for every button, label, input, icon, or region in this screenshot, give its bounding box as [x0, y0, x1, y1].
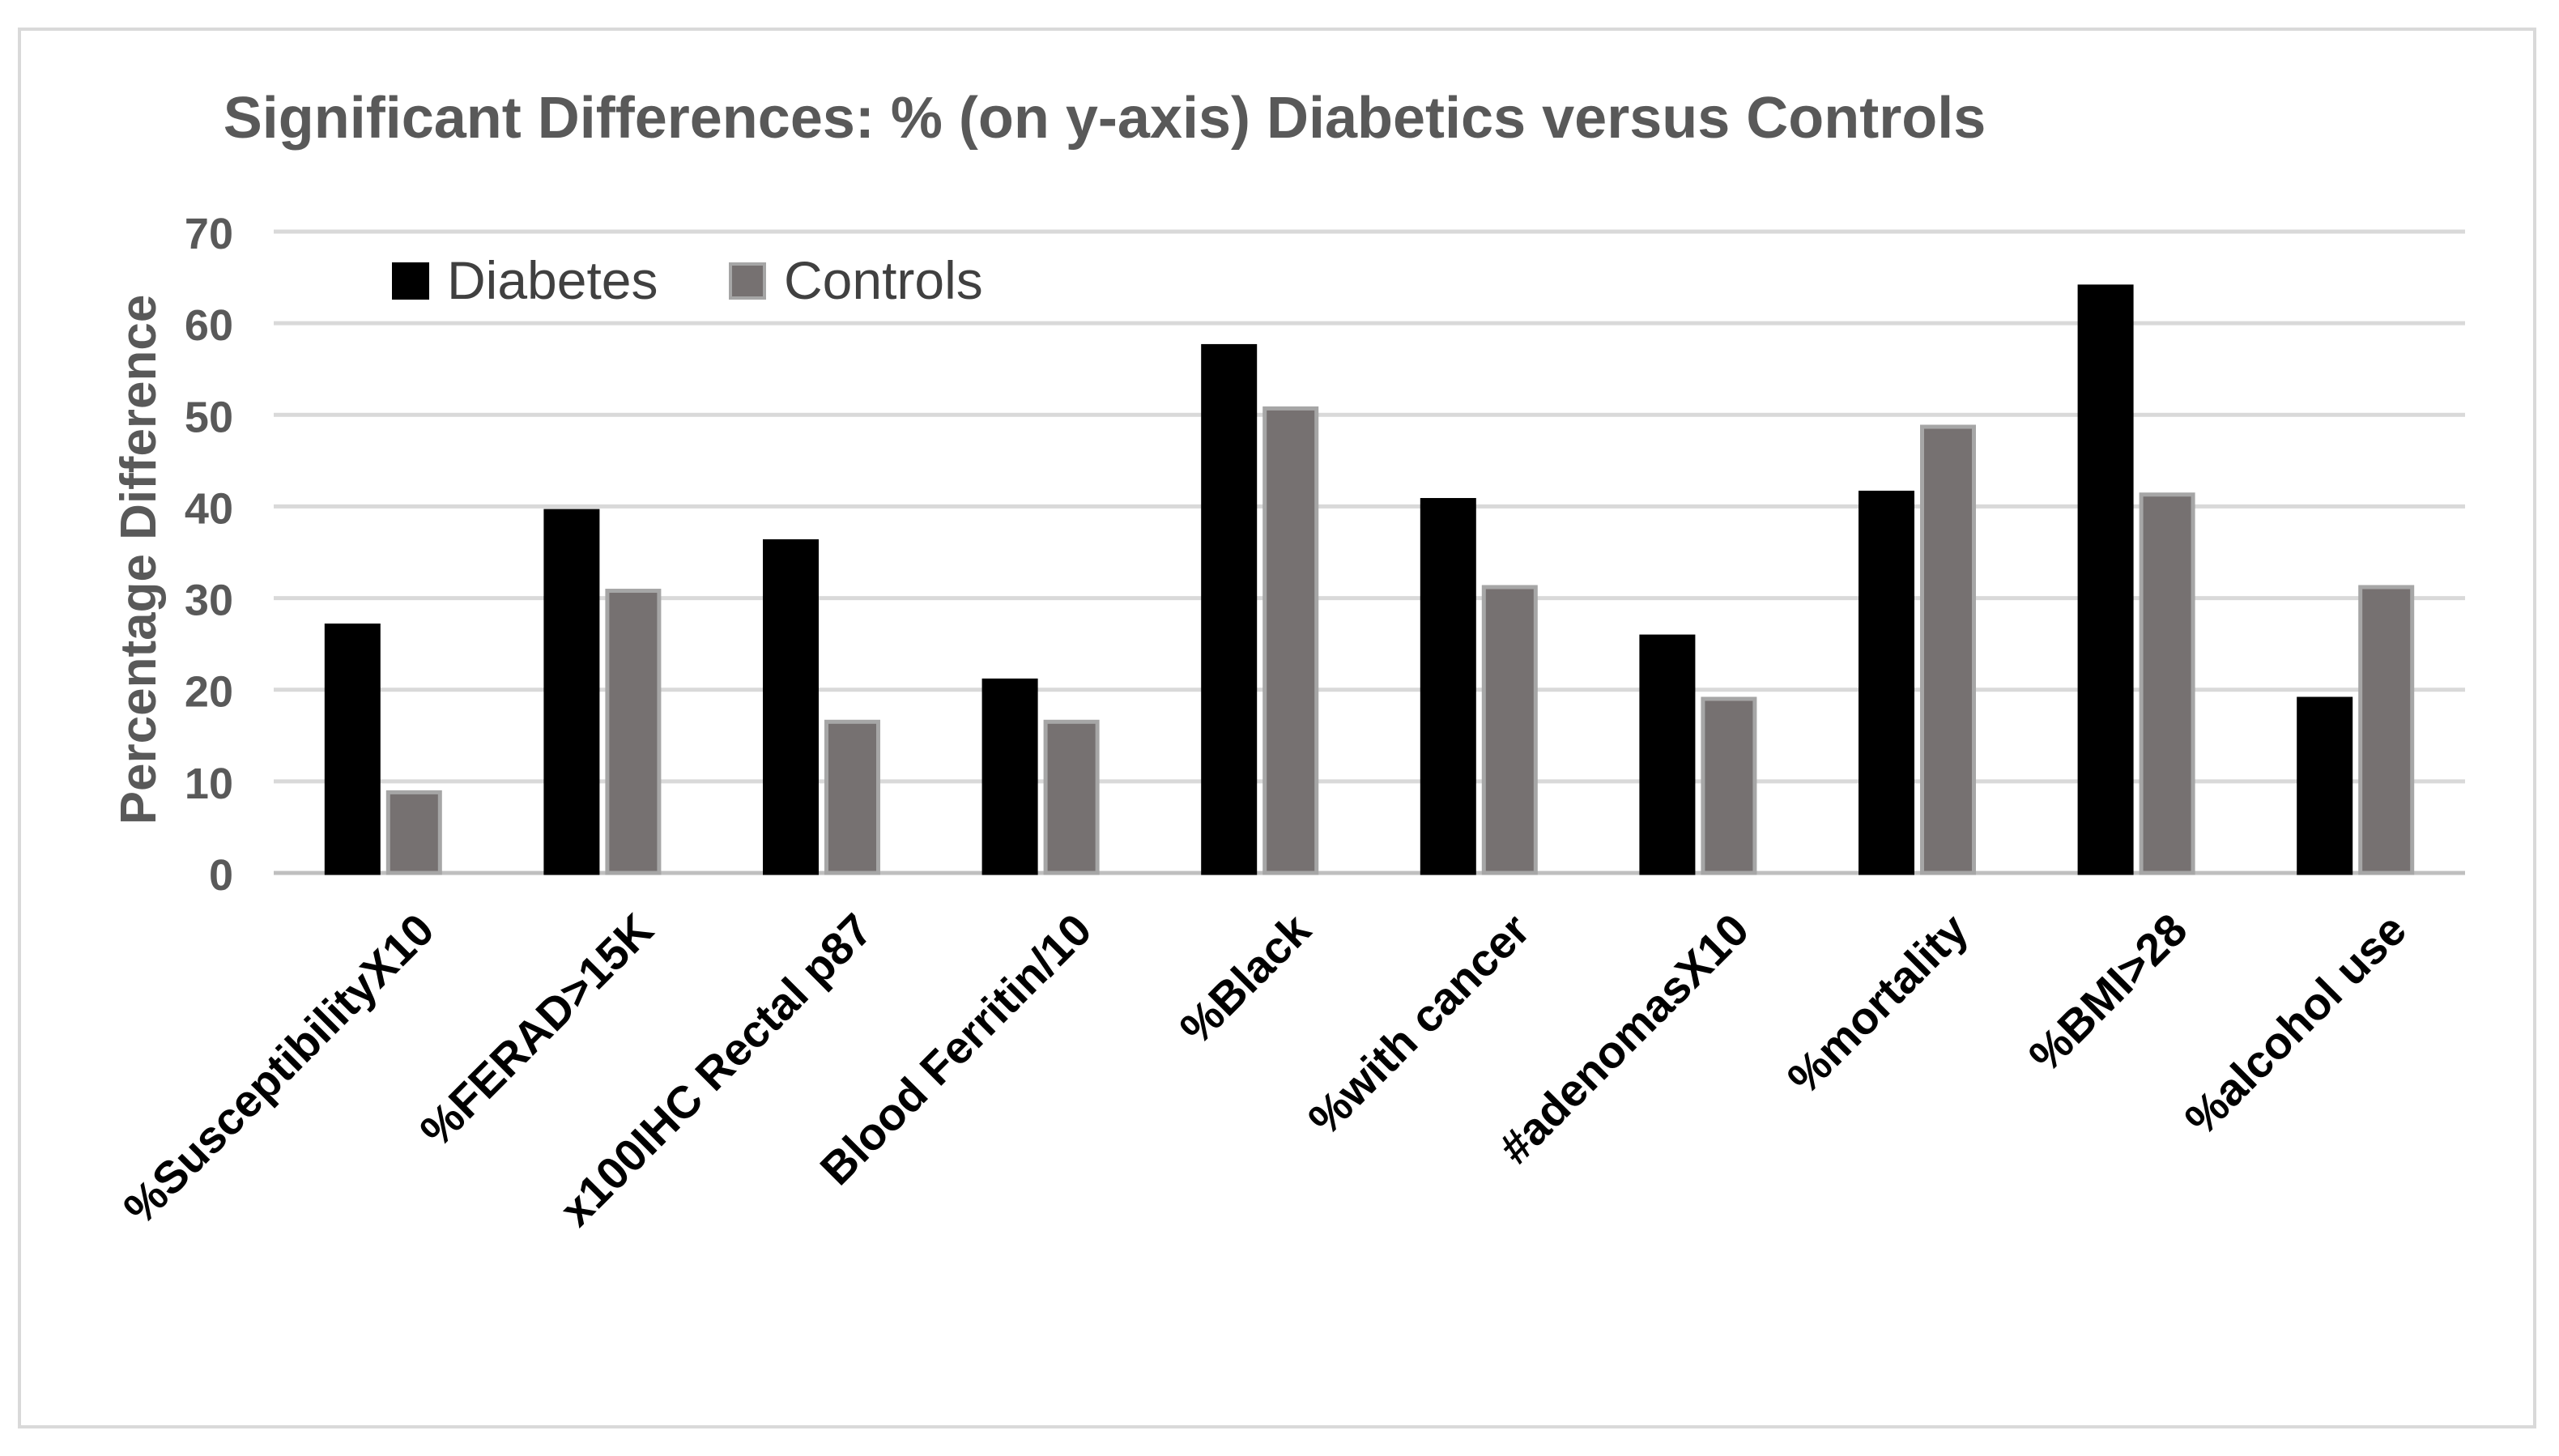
legend-swatch-diabetes — [392, 262, 429, 300]
bar-controls — [824, 719, 880, 875]
x-category-label: %mortality — [1778, 904, 1978, 1104]
bar-diabetes — [324, 624, 381, 875]
legend-label-controls: Controls — [784, 250, 983, 310]
bar-diabetes — [981, 678, 1038, 875]
legend: Diabetes Controls — [392, 250, 983, 310]
y-tick-labels: 0 10 20 30 40 50 60 70 — [185, 210, 233, 900]
bar-diabetes — [1420, 498, 1476, 875]
legend-swatch-controls — [729, 262, 766, 300]
bar-controls — [1481, 585, 1538, 875]
x-category-label: %Black — [1170, 903, 1321, 1054]
y-tick-label: 30 — [185, 577, 233, 625]
y-tick-label: 70 — [185, 210, 233, 258]
y-axis-label: Percentage Difference — [111, 295, 167, 825]
y-tick-label: 20 — [185, 668, 233, 717]
bar-controls — [2358, 585, 2415, 875]
y-tick-label: 50 — [185, 393, 233, 441]
y-tick-label: 40 — [185, 484, 233, 533]
bar-diabetes — [2077, 284, 2134, 875]
chart-title: Significant Differences: % (on y-axis) D… — [224, 86, 1986, 151]
y-tick-label: 10 — [185, 760, 233, 808]
bar-controls — [1920, 424, 1976, 875]
bar-controls — [1043, 719, 1100, 875]
bar-controls — [605, 589, 662, 875]
bar-controls — [1701, 696, 1757, 875]
x-category-label: %alcohol use — [2175, 904, 2416, 1145]
bar-diabetes — [1639, 634, 1696, 875]
bars — [324, 284, 2415, 875]
bar-chart: Significant Differences: % (on y-axis) D… — [111, 86, 2465, 1236]
legend-label-diabetes: Diabetes — [447, 250, 658, 310]
bar-controls — [1262, 406, 1319, 875]
bar-controls — [2139, 492, 2195, 875]
bar-diabetes — [1201, 343, 1258, 875]
bar-diabetes — [763, 539, 819, 875]
bar-controls — [385, 790, 442, 875]
bar-diabetes — [1859, 490, 1914, 875]
x-category-label: %with cancer — [1298, 904, 1539, 1145]
bar-diabetes — [543, 509, 600, 875]
y-tick-label: 60 — [185, 301, 233, 350]
bar-diabetes — [2297, 696, 2353, 875]
x-category-label: %SusceptibilityX10 — [113, 904, 444, 1234]
x-category-label: %BMI>28 — [2019, 904, 2197, 1082]
y-tick-label: 0 — [209, 851, 233, 900]
chart-frame: Significant Differences: % (on y-axis) D… — [18, 28, 2536, 1428]
x-category-label: %FERAD>15K — [410, 904, 662, 1156]
gridlines — [274, 229, 2465, 875]
